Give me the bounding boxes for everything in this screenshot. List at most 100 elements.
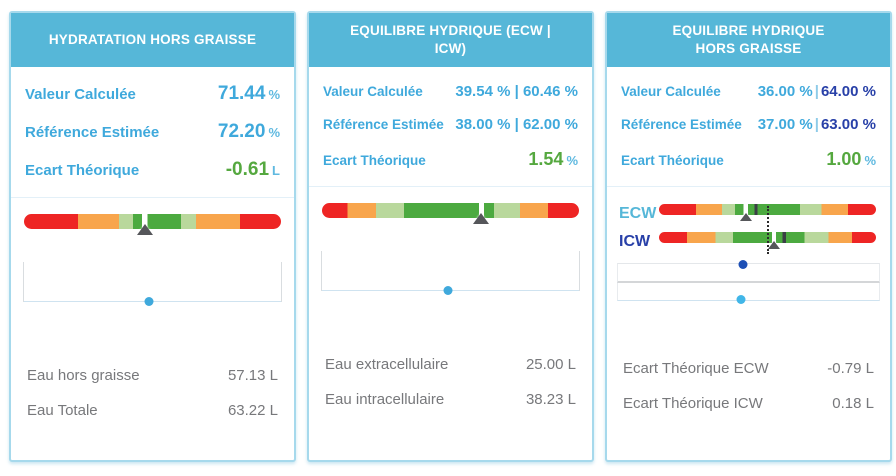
stat-row-reference-estimee: Référence Estimée 38.00 % | 62.00 % bbox=[321, 108, 580, 141]
detail-row: Eau intracellulaire 38.23 L bbox=[323, 382, 578, 417]
hydration-dashboard: HYDRATATION HORS GRAISSE Valeur Calculée… bbox=[9, 11, 892, 462]
card-equilibre-hydrique-hors-graisse: EQUILIBRE HYDRIQUE HORS GRAISSE Valeur C… bbox=[605, 11, 892, 462]
stat-row-ecart-theorique: Ecart Théorique 1.00% bbox=[619, 141, 878, 178]
stats-section: Valeur Calculée 39.54 % | 60.46 % Référe… bbox=[309, 67, 592, 187]
stat-row-valeur-calculee: Valeur Calculée 71.44% bbox=[23, 75, 282, 113]
ecw-slider-dot[interactable] bbox=[738, 260, 748, 269]
dual-gauge-area: ECW ICW bbox=[607, 187, 890, 255]
gauge-bar bbox=[322, 203, 579, 218]
value-slider bbox=[321, 251, 580, 295]
stat-row-valeur-calculee: Valeur Calculée 39.54 % | 60.46 % bbox=[321, 75, 580, 108]
stat-value: 72.20% bbox=[218, 121, 280, 143]
icw-slider-dot[interactable] bbox=[736, 295, 746, 304]
stat-row-valeur-calculee: Valeur Calculée 36.00 % | 64.00 % bbox=[619, 75, 878, 108]
ecw-range-gauge bbox=[659, 201, 876, 254]
detail-label: Eau intracellulaire bbox=[325, 391, 445, 408]
stat-label: Référence Estimée bbox=[25, 124, 160, 141]
value-separator: | bbox=[814, 83, 819, 100]
sliders-area bbox=[617, 260, 880, 304]
card-equilibre-hydrique: EQUILIBRE HYDRIQUE (ECW | ICW) Valeur Ca… bbox=[307, 11, 594, 462]
ecw-value: 37.00 % bbox=[757, 116, 813, 133]
detail-label: Eau hors graisse bbox=[27, 367, 140, 384]
card-title: HYDRATATION HORS GRAISSE bbox=[11, 13, 294, 67]
detail-value: 0.18 L bbox=[832, 395, 874, 412]
stat-row-reference-estimee: Référence Estimée 37.00 % | 63.00 % bbox=[619, 108, 878, 141]
stat-label: Valeur Calculée bbox=[621, 84, 721, 99]
calculated-value-marker bbox=[136, 224, 153, 235]
detail-row: Eau extracellulaire 25.00 L bbox=[323, 347, 578, 382]
detail-row: Ecart Théorique ECW -0.79 L bbox=[621, 351, 876, 386]
detail-value: 25.00 L bbox=[525, 356, 576, 373]
detail-row: Eau hors graisse 57.13 L bbox=[25, 358, 280, 393]
calculated-value-marker bbox=[739, 213, 752, 221]
stats-section: Valeur Calculée 71.44% Référence Estimée… bbox=[11, 67, 294, 198]
stats-section: Valeur Calculée 36.00 % | 64.00 % Référenc… bbox=[607, 67, 890, 187]
detail-label: Eau Totale bbox=[27, 402, 98, 419]
detail-row: Eau Totale 63.22 L bbox=[25, 393, 280, 428]
stat-value-unit: % bbox=[268, 125, 280, 140]
stat-label: Référence Estimée bbox=[621, 117, 742, 132]
ecw-value: 36.00 % bbox=[757, 83, 813, 100]
calculated-value-marker bbox=[768, 241, 780, 249]
gauge-area bbox=[11, 198, 294, 242]
value-slider bbox=[23, 262, 282, 306]
stat-value: 1.54% bbox=[528, 149, 578, 170]
icw-value: 63.00 % bbox=[820, 116, 876, 133]
detail-label: Ecart Théorique ICW bbox=[623, 395, 763, 412]
stat-value-unit: % bbox=[566, 153, 578, 168]
gauge-area bbox=[309, 187, 592, 231]
slider-dot[interactable] bbox=[144, 297, 154, 306]
stat-value-unit: % bbox=[268, 87, 280, 102]
details-section: Eau hors graisse 57.13 L Eau Totale 63.2… bbox=[11, 358, 294, 428]
ecw-gauge-row: ECW bbox=[615, 201, 876, 254]
stat-value: 39.54 % | 60.46 % bbox=[455, 83, 578, 100]
icw-label: ICW bbox=[619, 233, 651, 250]
icw-gauge-row: ICW bbox=[615, 229, 876, 255]
card-title: EQUILIBRE HYDRIQUE (ECW | ICW) bbox=[309, 13, 592, 67]
reference-connector-line bbox=[766, 206, 769, 254]
stat-row-ecart-theorique: Ecart Théorique 1.54% bbox=[321, 141, 580, 178]
stat-value: 1.00% bbox=[826, 149, 876, 170]
details-section: Ecart Théorique ECW -0.79 L Ecart Théori… bbox=[607, 351, 890, 421]
stat-label: Valeur Calculée bbox=[323, 84, 423, 99]
stat-value-number: 1.54 bbox=[528, 149, 564, 169]
stat-value-number: 71.44 bbox=[217, 83, 266, 104]
stat-value-number: 1.00 bbox=[826, 149, 862, 169]
stat-value-unit: % bbox=[864, 153, 876, 168]
detail-value: -0.79 L bbox=[827, 360, 874, 377]
detail-label: Ecart Théorique ECW bbox=[623, 360, 769, 377]
stat-value: -0.61 L bbox=[226, 159, 280, 181]
icw-slider bbox=[617, 283, 880, 304]
detail-value: 38.23 L bbox=[525, 391, 576, 408]
stat-value: 36.00 % | 64.00 % bbox=[758, 83, 876, 100]
stat-value-number: 72.20 bbox=[217, 121, 266, 142]
detail-value: 63.22 L bbox=[227, 402, 278, 419]
stat-value: 38.00 % | 62.00 % bbox=[455, 116, 578, 133]
stat-label: Référence Estimée bbox=[323, 117, 444, 132]
range-gauge bbox=[322, 203, 579, 231]
gauge-bar bbox=[24, 214, 281, 229]
stat-label: Ecart Théorique bbox=[323, 153, 426, 168]
stat-label: Ecart Théorique bbox=[621, 153, 724, 168]
card-hydration-hors-graisse: HYDRATATION HORS GRAISSE Valeur Calculée… bbox=[9, 11, 296, 462]
card-title: EQUILIBRE HYDRIQUE HORS GRAISSE bbox=[607, 13, 890, 67]
icw-value: 64.00 % bbox=[820, 83, 876, 100]
value-separator: | bbox=[814, 116, 819, 133]
range-gauge bbox=[24, 214, 281, 242]
calculated-value-marker bbox=[473, 213, 490, 224]
ecw-slider bbox=[617, 260, 880, 283]
detail-label: Eau extracellulaire bbox=[325, 356, 449, 373]
stat-row-reference-estimee: Référence Estimée 72.20% bbox=[23, 113, 282, 151]
stat-label: Ecart Théorique bbox=[25, 162, 140, 179]
details-section: Eau extracellulaire 25.00 L Eau intracel… bbox=[309, 347, 592, 417]
stat-value-unit: L bbox=[272, 163, 280, 178]
slider-dot[interactable] bbox=[443, 286, 453, 295]
stat-value: 71.44% bbox=[218, 83, 280, 105]
stat-label: Valeur Calculée bbox=[25, 86, 136, 103]
detail-row: Ecart Théorique ICW 0.18 L bbox=[621, 386, 876, 421]
ecw-label: ECW bbox=[619, 205, 657, 222]
stat-value: 37.00 % | 63.00 % bbox=[758, 116, 876, 133]
stat-value-number: -0.61 bbox=[225, 159, 270, 180]
detail-value: 57.13 L bbox=[227, 367, 278, 384]
stat-row-ecart-theorique: Ecart Théorique -0.61 L bbox=[23, 151, 282, 189]
